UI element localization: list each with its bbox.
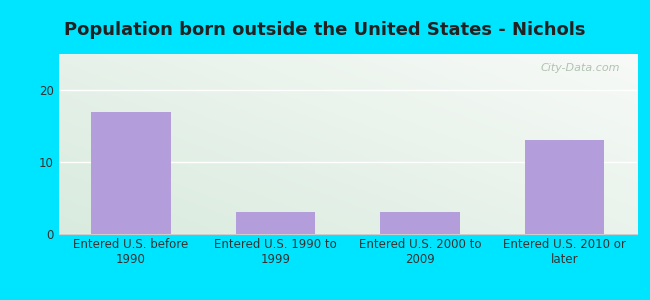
Bar: [380, 212, 460, 234]
Bar: [236, 212, 315, 234]
Text: Population born outside the United States - Nichols: Population born outside the United State…: [64, 21, 586, 39]
Bar: [91, 112, 170, 234]
Bar: [525, 140, 604, 234]
Text: City-Data.com: City-Data.com: [540, 63, 619, 73]
